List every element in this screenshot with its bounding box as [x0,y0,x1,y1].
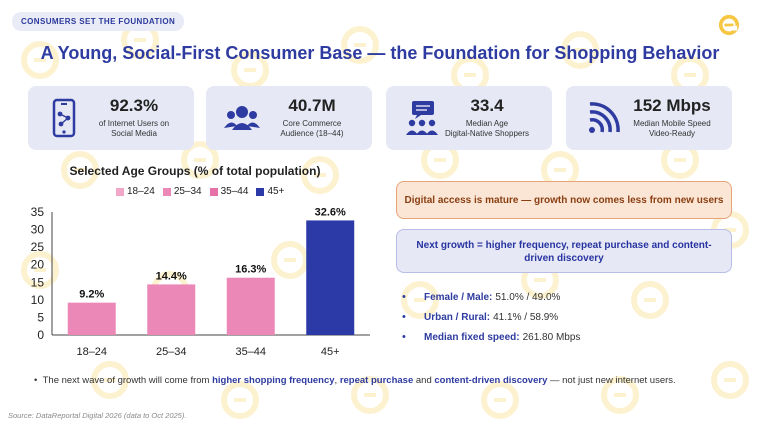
legend-item: 18–24 [116,186,155,197]
stat-value: 152 Mbps [633,96,711,115]
demographic-facts-list: • Female / Male: 51.0% / 49.0% • Urban /… [402,287,580,347]
people-group-icon [224,106,260,130]
bullet-icon: • [34,375,43,386]
note-text: The next wave of growth will come from [42,375,213,386]
bar-data-label: 9.2% [79,289,104,301]
stat-label-line2: Digital-Native Shoppers [444,129,530,138]
legend-item: 45+ [256,186,284,197]
bar [147,284,196,335]
note-text: — not just new internet users. [547,375,676,386]
fact-value: 261.80 Mbps [522,331,581,343]
note-highlight: content-driven discovery [434,375,548,386]
stat-label-line1: Median Mobile Speed [633,119,711,128]
bar-data-label: 16.3% [235,264,266,276]
fact-label: Median fixed speed: [424,331,520,343]
x-tick-label: 35–44 [235,346,266,358]
bar [226,277,275,335]
stat-card-mobile-speed: 152 Mbps Median Mobile Speed Video-Ready [566,86,732,150]
y-tick-label: 35 [31,205,45,219]
page-title: A Young, Social-First Consumer Base — th… [40,43,720,63]
y-tick-label: 30 [31,223,45,237]
y-tick-label: 25 [31,240,45,254]
source-citation: Source: DataReportal Digital 2026 (data … [8,411,187,420]
stat-card-core-commerce: 40.7M Core Commerce Audience (18–44) [206,86,372,150]
fact-gender: • Female / Male: 51.0% / 49.0% [402,287,580,307]
brand-logo [718,14,740,36]
y-tick-label: 10 [31,293,45,307]
y-tick-label: 5 [37,310,44,324]
legend-swatch [256,187,265,196]
insight-callout-next-growth: Next growth = higher frequency, repeat p… [396,229,732,273]
fact-label: Female / Male: [424,291,493,303]
legend-swatch [209,187,218,196]
chart-legend: 18–24 25–34 35–44 45+ [116,186,284,197]
audience-chat-icon [406,101,438,135]
x-tick-label: 45+ [321,346,340,358]
bar-data-label: 32.6% [315,206,346,218]
stat-label-line1: of Internet Users on [98,119,170,128]
fact-label: Urban / Rural: [424,311,491,323]
bar-data-label: 14.4% [156,270,187,282]
fact-urban-rural: • Urban / Rural: 41.1% / 58.9% [402,307,580,327]
note-text: and [413,375,435,386]
y-tick-label: 0 [37,328,44,342]
stat-label-line1: Core Commerce [282,119,342,128]
stat-label-line2: Social Media [111,129,157,138]
stat-card-social-media: 92.3% of Internet Users on Social Media [28,86,194,150]
legend-label: 35–44 [220,186,249,197]
legend-swatch [116,187,124,196]
stat-value: 40.7M [288,96,336,115]
bar [67,302,116,335]
wifi-signal-icon [589,102,620,133]
stat-value: 92.3% [109,96,159,115]
smartphone-network-icon [52,98,76,138]
legend-item: 35–44 [209,186,249,197]
bullet-icon: • [402,311,406,323]
stat-label-line2: Audience (18–44) [280,129,344,138]
bullet-icon: • [402,331,406,343]
legend-item: 25–34 [162,186,202,197]
note-highlight: higher shopping frequency [212,375,335,386]
section-tag: CONSUMERS SET THE FOUNDATION [12,12,185,31]
fact-fixed-speed: • Median fixed speed: 261.80 Mbps [402,327,580,347]
legend-label: 18–24 [127,186,155,197]
insight-callout-digital-access: Digital access is mature — growth now co… [396,181,732,219]
note-text: , [334,375,340,386]
age-group-bar-chart: 0 5 10 15 20 25 30 35 9.2% 18–24 14.4% 25–34 16.3% 35… [31,205,370,358]
legend-swatch [162,187,171,196]
stat-card-median-age: 33.4 Median Age Digital-Native Shoppers [386,86,552,150]
fact-value: 51.0% / 49.0% [495,291,561,303]
bottom-note: • The next wave of growth will come from… [34,375,676,386]
chart-title: Selected Age Groups (% of total populati… [69,164,321,178]
y-tick-label: 15 [31,275,45,289]
bullet-icon: • [402,291,406,303]
legend-label: 25–34 [173,186,202,197]
note-highlight: repeat purchase [339,375,414,386]
x-tick-label: 18–24 [76,346,107,358]
stat-value: 33.4 [470,96,504,115]
x-tick-label: 25–34 [156,346,187,358]
bar [306,220,355,335]
legend-label: 45+ [267,186,285,197]
stat-label-line2: Video-Ready [648,129,696,138]
stat-label-line1: Median Age [465,119,509,128]
fact-value: 41.1% / 58.9% [493,311,559,323]
y-tick-label: 20 [31,258,45,272]
